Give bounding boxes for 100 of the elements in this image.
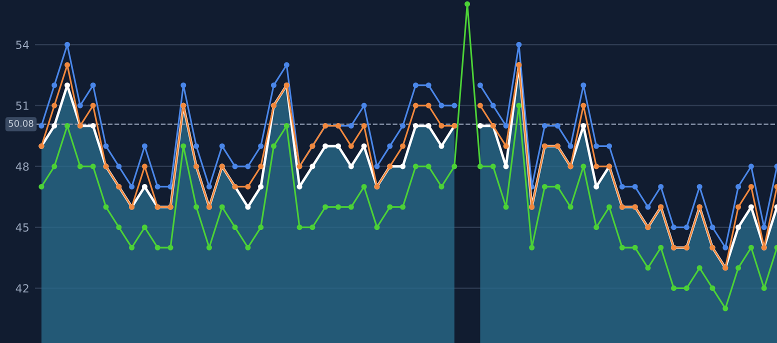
point	[426, 102, 432, 108]
point	[400, 123, 406, 129]
point	[438, 184, 444, 190]
point	[322, 204, 328, 210]
point	[529, 244, 535, 250]
point	[645, 265, 651, 271]
point	[400, 204, 406, 210]
point	[348, 204, 354, 210]
point	[310, 164, 316, 170]
point	[632, 244, 638, 250]
point	[361, 102, 367, 108]
point	[580, 82, 586, 88]
point	[52, 123, 58, 129]
point	[438, 102, 444, 108]
point	[670, 285, 677, 291]
point	[258, 184, 264, 190]
y-tick-label: 48	[16, 162, 29, 171]
point	[38, 123, 44, 129]
point	[154, 184, 160, 190]
point	[412, 123, 418, 129]
point	[361, 123, 367, 129]
point	[452, 102, 458, 108]
point	[168, 244, 174, 250]
point	[736, 184, 742, 190]
point	[490, 164, 496, 170]
point	[516, 42, 522, 48]
point	[284, 123, 290, 129]
point	[438, 123, 444, 129]
point	[142, 184, 148, 190]
point	[580, 102, 586, 108]
point	[670, 224, 677, 230]
point	[400, 164, 406, 170]
point	[348, 123, 354, 129]
point	[452, 164, 458, 170]
point	[594, 224, 600, 230]
point	[335, 204, 342, 210]
point	[748, 184, 754, 190]
point	[464, 1, 470, 7]
point	[426, 164, 432, 170]
point	[142, 143, 148, 149]
point	[477, 123, 483, 129]
point	[761, 285, 767, 291]
point	[64, 42, 70, 48]
point	[736, 265, 742, 271]
point	[219, 143, 225, 149]
point	[90, 164, 96, 170]
point	[142, 164, 148, 170]
point	[387, 143, 393, 149]
point	[503, 164, 509, 170]
point	[206, 244, 212, 250]
point	[194, 204, 200, 210]
point	[606, 204, 612, 210]
point	[594, 164, 600, 170]
ref-line-label: 50.08	[8, 120, 34, 127]
point	[310, 224, 316, 230]
point	[554, 123, 560, 129]
point	[580, 164, 586, 170]
point	[52, 102, 58, 108]
point	[696, 265, 702, 271]
point	[361, 184, 367, 190]
point	[284, 62, 290, 68]
point	[219, 204, 225, 210]
point	[710, 224, 716, 230]
point	[645, 204, 651, 210]
point	[154, 244, 160, 250]
point	[245, 184, 251, 190]
point	[258, 164, 264, 170]
point	[180, 82, 186, 88]
point	[606, 143, 612, 149]
point	[52, 164, 58, 170]
point	[748, 164, 754, 170]
point	[477, 82, 483, 88]
point	[296, 224, 302, 230]
point	[38, 184, 44, 190]
point	[722, 244, 728, 250]
point	[270, 82, 277, 88]
point	[412, 82, 418, 88]
point	[90, 102, 96, 108]
point	[258, 224, 264, 230]
point	[348, 143, 354, 149]
point	[116, 164, 122, 170]
point	[722, 306, 728, 312]
point	[77, 164, 83, 170]
point	[64, 62, 70, 68]
point	[270, 143, 277, 149]
point	[477, 102, 483, 108]
point	[736, 204, 742, 210]
y-tick-label: 45	[16, 223, 28, 232]
point	[426, 82, 432, 88]
point	[619, 184, 625, 190]
point	[619, 244, 625, 250]
point	[761, 224, 767, 230]
point	[103, 143, 109, 149]
point	[503, 123, 509, 129]
point	[503, 143, 509, 149]
point	[490, 102, 496, 108]
point	[245, 204, 251, 210]
point	[77, 102, 83, 108]
point	[748, 244, 754, 250]
point	[52, 82, 58, 88]
